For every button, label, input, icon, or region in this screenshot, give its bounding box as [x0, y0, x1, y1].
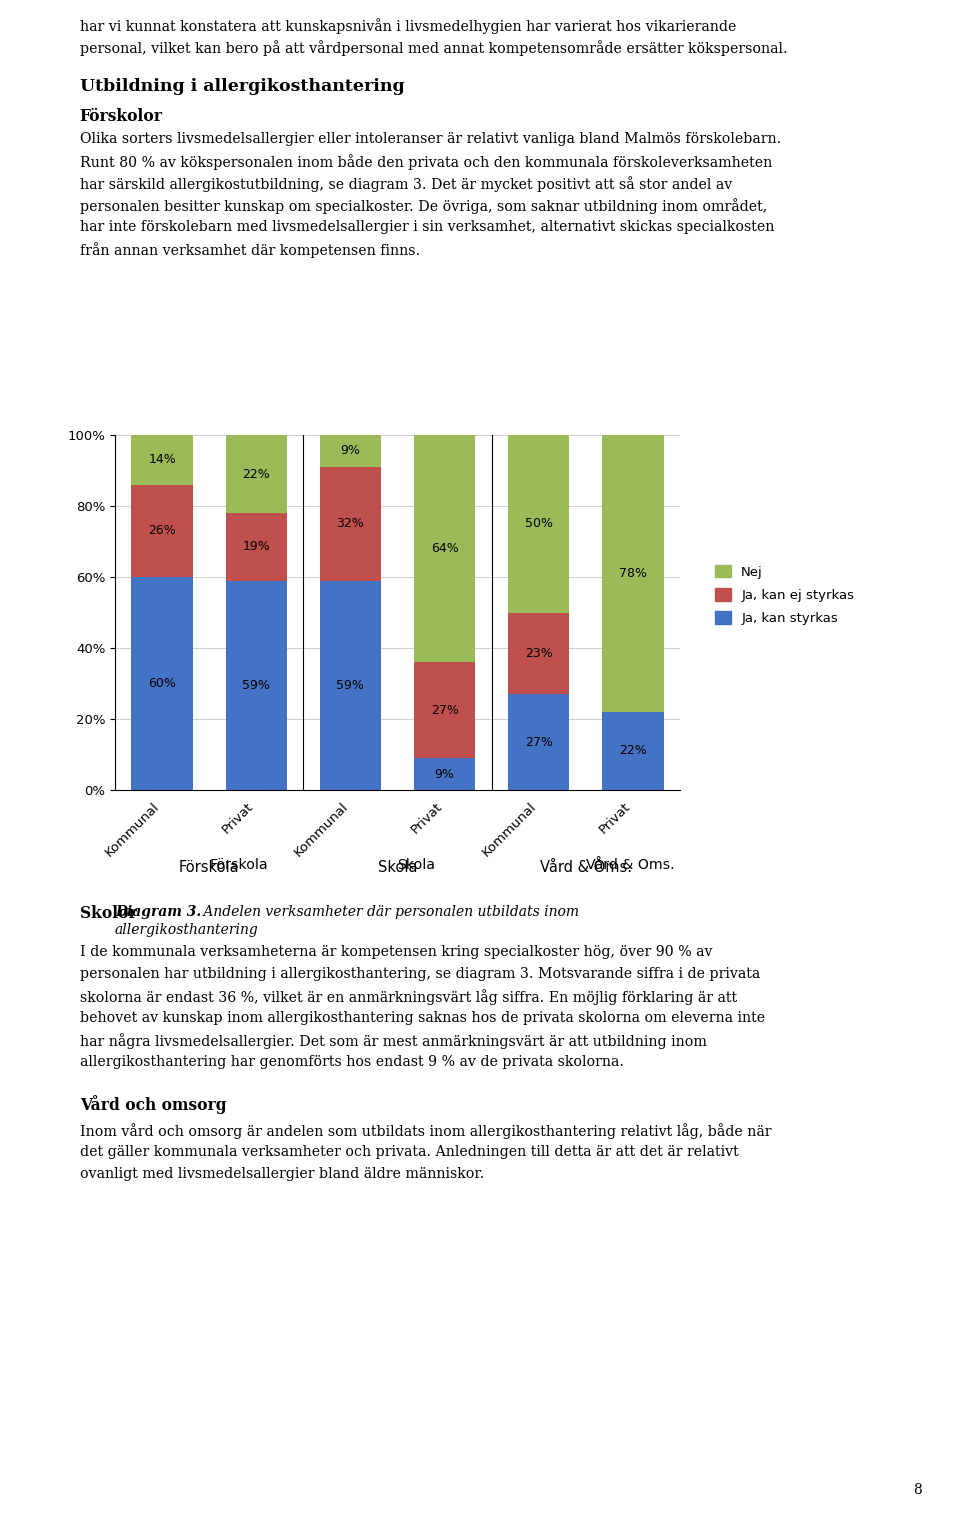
Text: 9%: 9% — [435, 768, 454, 780]
Text: 27%: 27% — [525, 736, 553, 748]
Text: Diagram 3.: Diagram 3. — [115, 904, 202, 920]
Text: Vård & Oms.: Vård & Oms. — [540, 861, 632, 876]
Text: 64%: 64% — [431, 542, 459, 554]
Text: behovet av kunskap inom allergikosthantering saknas hos de privata skolorna om e: behovet av kunskap inom allergikosthante… — [80, 1011, 765, 1026]
Text: allergikosthantering: allergikosthantering — [115, 923, 259, 936]
Text: 27%: 27% — [431, 703, 459, 717]
Text: skolorna är endast 36 %, vilket är en anmärkningsvärt låg siffra. En möjlig förk: skolorna är endast 36 %, vilket är en an… — [80, 989, 737, 1004]
Bar — [602, 435, 663, 712]
Text: Andelen verksamheter där personalen utbildats inom: Andelen verksamheter där personalen utbi… — [200, 904, 580, 920]
Text: har vi kunnat konstatera att kunskapsnivån i livsmedelhygien har varierat hos vi: har vi kunnat konstatera att kunskapsniv… — [80, 18, 736, 33]
Text: Runt 80 % av kökspersonalen inom både den privata och den kommunala förskoleverk: Runt 80 % av kökspersonalen inom både de… — [80, 155, 772, 170]
Bar — [226, 514, 287, 580]
Text: Vård & Oms.: Vård & Oms. — [586, 857, 675, 873]
Bar — [132, 485, 193, 577]
Bar — [320, 467, 381, 580]
Text: 26%: 26% — [148, 524, 176, 538]
Text: 22%: 22% — [619, 744, 647, 758]
Bar — [132, 577, 193, 789]
Text: 60%: 60% — [148, 677, 176, 689]
Text: I de kommunala verksamheterna är kompetensen kring specialkoster hög, över 90 % : I de kommunala verksamheterna är kompete… — [80, 945, 712, 959]
Text: Olika sorters livsmedelsallergier eller intoleranser är relativt vanliga bland M: Olika sorters livsmedelsallergier eller … — [80, 132, 780, 145]
Text: från annan verksamhet där kompetensen finns.: från annan verksamhet där kompetensen fi… — [80, 242, 420, 258]
Text: Förskola: Förskola — [209, 857, 268, 873]
Text: har inte förskolebarn med livsmedelsallergier i sin verksamhet, alternativt skic: har inte förskolebarn med livsmedelsalle… — [80, 220, 774, 233]
Text: personalen besitter kunskap om specialkoster. De övriga, som saknar utbildning i: personalen besitter kunskap om specialko… — [80, 198, 767, 214]
Text: 50%: 50% — [525, 517, 553, 530]
Bar — [508, 694, 569, 789]
Bar — [414, 662, 475, 758]
Text: det gäller kommunala verksamheter och privata. Anledningen till detta är att det: det gäller kommunala verksamheter och pr… — [80, 1145, 738, 1159]
Text: Förskolor: Förskolor — [80, 108, 162, 126]
Text: personalen har utbildning i allergikosthantering, se diagram 3. Motsvarande siff: personalen har utbildning i allergikosth… — [80, 967, 760, 982]
Bar — [226, 580, 287, 789]
Text: 59%: 59% — [336, 679, 365, 692]
Bar — [414, 435, 475, 662]
Bar — [132, 435, 193, 485]
Text: 78%: 78% — [619, 567, 647, 580]
Text: ovanligt med livsmedelsallergier bland äldre människor.: ovanligt med livsmedelsallergier bland ä… — [80, 1167, 484, 1182]
Text: 23%: 23% — [525, 647, 553, 661]
Text: har särskild allergikostutbildning, se diagram 3. Det är mycket positivt att så : har särskild allergikostutbildning, se d… — [80, 176, 732, 192]
Text: Utbildning i allergikosthantering: Utbildning i allergikosthantering — [80, 77, 404, 95]
Bar — [226, 435, 287, 514]
Text: 19%: 19% — [242, 541, 270, 553]
Text: 22%: 22% — [242, 468, 270, 480]
Text: 9%: 9% — [341, 444, 360, 458]
Bar — [320, 580, 381, 789]
Bar — [320, 435, 381, 467]
Text: Skola: Skola — [397, 857, 436, 873]
Text: 32%: 32% — [337, 517, 364, 530]
Text: Skolor: Skolor — [80, 904, 136, 923]
Text: allergikosthantering har genomförts hos endast 9 % av de privata skolorna.: allergikosthantering har genomförts hos … — [80, 1054, 624, 1070]
Bar — [602, 712, 663, 789]
Text: har några livsmedelsallergier. Det som är mest anmärkningsvärt är att utbildning: har några livsmedelsallergier. Det som ä… — [80, 1033, 707, 1048]
Text: Förskola: Förskola — [179, 861, 239, 876]
Text: Skola: Skola — [377, 861, 418, 876]
Text: 8: 8 — [913, 1483, 922, 1497]
Bar — [508, 612, 569, 694]
Text: 14%: 14% — [148, 453, 176, 467]
Legend: Nej, Ja, kan ej styrkas, Ja, kan styrkas: Nej, Ja, kan ej styrkas, Ja, kan styrkas — [715, 565, 854, 624]
Text: personal, vilket kan bero på att vårdpersonal med annat kompetensområde ersätter: personal, vilket kan bero på att vårdper… — [80, 39, 787, 56]
Text: Inom vård och omsorg är andelen som utbildats inom allergikosthantering relativt: Inom vård och omsorg är andelen som utbi… — [80, 1123, 771, 1139]
Text: 59%: 59% — [242, 679, 270, 692]
Bar — [414, 758, 475, 789]
Text: Vård och omsorg: Vård och omsorg — [80, 1095, 227, 1114]
Bar — [508, 435, 569, 612]
